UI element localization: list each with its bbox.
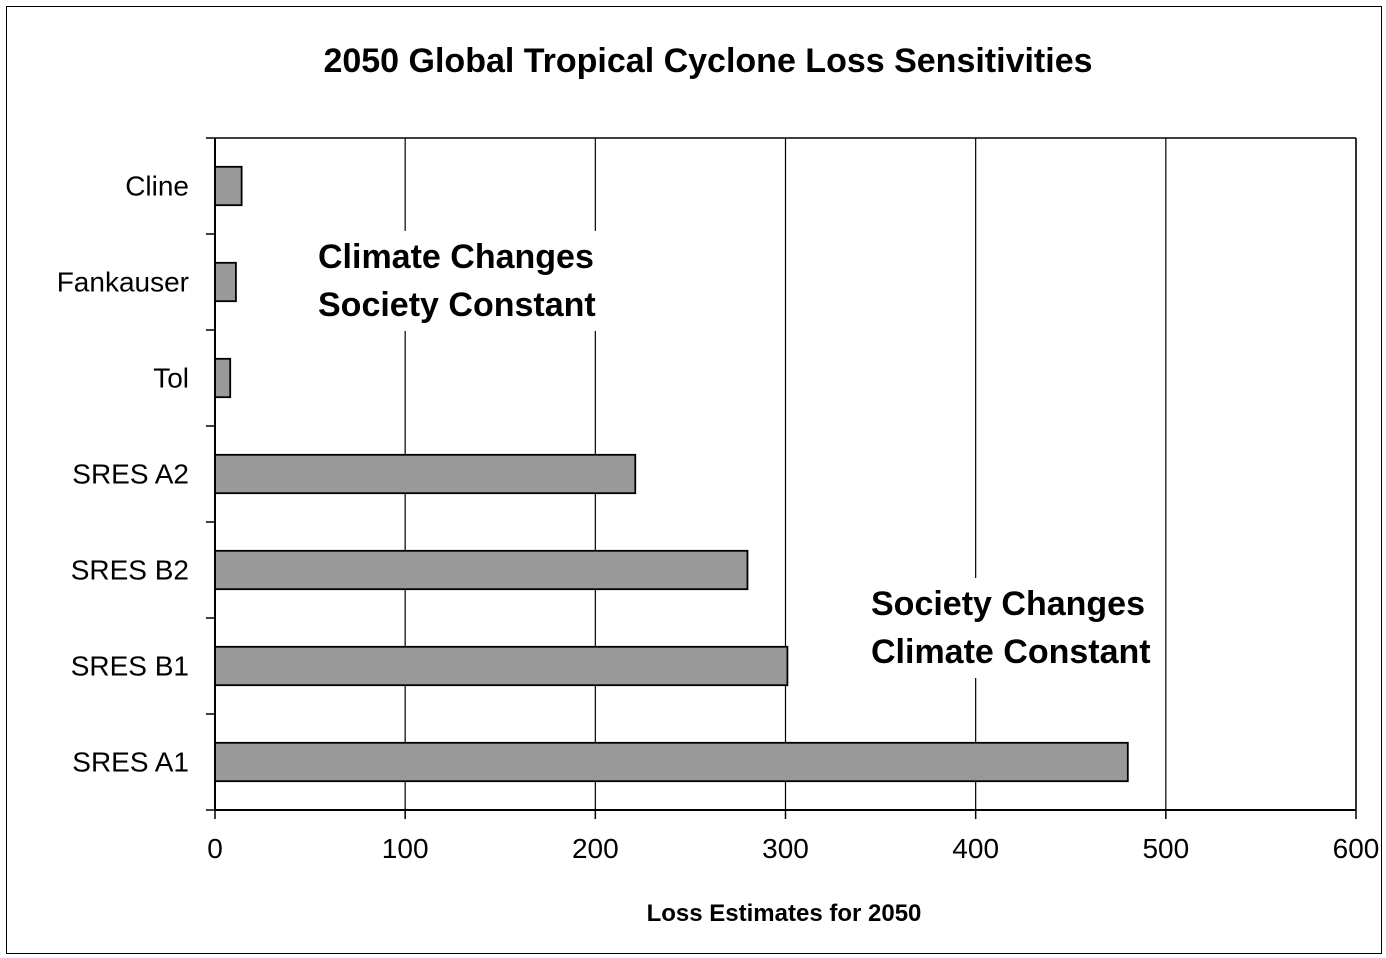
y-tick-label: SRES B1 — [71, 651, 189, 682]
x-tick-label: 500 — [1142, 833, 1189, 864]
annotation-background — [312, 231, 602, 331]
annotation: Society Changes Climate Constant — [865, 578, 1157, 678]
annotation: Climate Changes Society Constant — [312, 231, 602, 331]
annotation-background — [865, 578, 1157, 678]
y-tick-label: SRES A2 — [72, 459, 189, 490]
bar — [214, 453, 637, 495]
annotation-line: Climate Changes — [318, 238, 594, 276]
y-tick-label: Fankauser — [57, 267, 189, 298]
x-tick-label: 400 — [952, 833, 999, 864]
annotation-line: Climate Constant — [871, 633, 1151, 671]
bar — [214, 549, 749, 591]
annotation-line: Society Changes — [871, 585, 1145, 623]
annotations: Climate Changes Society Constant Society C… — [312, 231, 1157, 678]
bar — [214, 645, 789, 687]
annotation-line: Society Constant — [318, 286, 596, 324]
x-tick-label: 300 — [762, 833, 809, 864]
x-tick-label: 0 — [207, 833, 223, 864]
y-tick-label: Tol — [153, 363, 189, 394]
bar — [214, 165, 243, 207]
bar — [214, 261, 237, 303]
y-tick-label: Cline — [125, 171, 189, 202]
bars — [214, 165, 1129, 783]
bar — [214, 357, 232, 399]
y-tick-label: SRES B2 — [71, 555, 189, 586]
axes: Cline Fankauser Tol SRES A2 SRES B2 SRES B1 SR… — [57, 137, 1380, 864]
bar — [214, 741, 1129, 783]
x-axis-title: Loss Estimates for 2050 — [647, 900, 922, 927]
y-tick-label: SRES A1 — [72, 747, 189, 778]
x-tick-label: 200 — [572, 833, 619, 864]
x-tick-label: 100 — [382, 833, 429, 864]
chart-title: 2050 Global Tropical Cyclone Loss Sensit… — [323, 42, 1092, 80]
x-tick-label: 600 — [1333, 833, 1380, 864]
